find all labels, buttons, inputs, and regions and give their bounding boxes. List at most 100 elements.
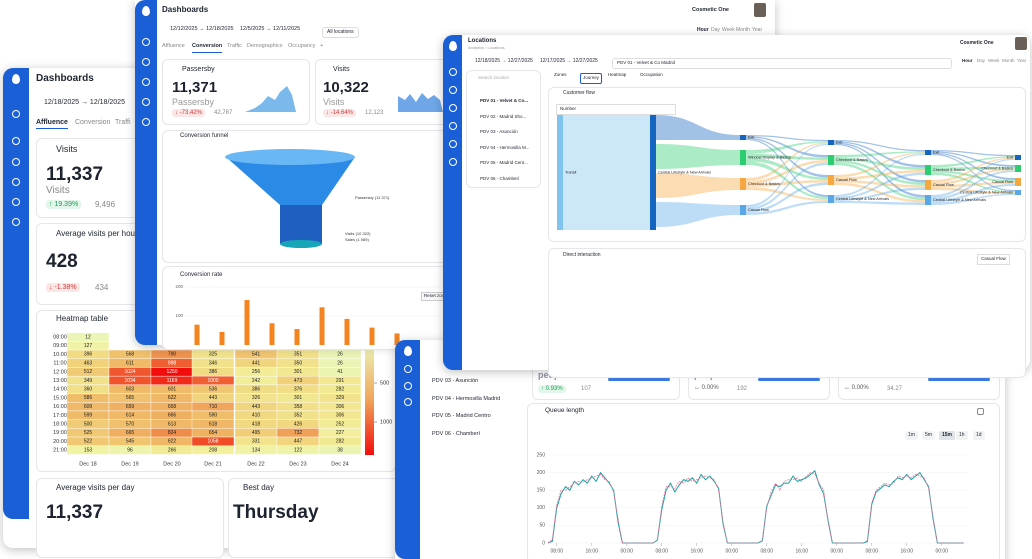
nav-icon[interactable] xyxy=(142,38,150,46)
interval-button[interactable]: 1d xyxy=(973,431,985,440)
card xyxy=(548,87,1026,242)
location-item[interactable]: PDV 02 - Madrid Sho... xyxy=(480,113,527,119)
tab[interactable]: Zones xyxy=(554,72,567,77)
metric-select[interactable]: Number xyxy=(556,104,676,115)
previous: 9,496 xyxy=(95,200,116,209)
tab[interactable]: Conversion xyxy=(75,119,111,126)
filter-select[interactable]: Casual Flow xyxy=(977,254,1010,265)
tab[interactable]: Affluence xyxy=(36,119,68,129)
previous: 107 xyxy=(581,386,592,392)
card-title: Passersby xyxy=(182,66,215,73)
interval-button[interactable]: 1h xyxy=(956,431,968,440)
sidebar xyxy=(443,35,462,370)
nav-icon[interactable] xyxy=(448,122,457,130)
period[interactable]: Day xyxy=(977,58,986,63)
interval-button[interactable]: 5m xyxy=(922,431,935,440)
period[interactable]: Hour xyxy=(697,27,709,33)
location-item[interactable]: PDV 04 - Hermosilla Madrid xyxy=(432,395,501,402)
location-item[interactable]: PDV 05 - Madrid Cent... xyxy=(480,160,528,165)
search[interactable]: Search location xyxy=(478,75,510,80)
progress xyxy=(608,378,670,381)
period[interactable]: Year xyxy=(1017,58,1027,63)
tab[interactable]: + xyxy=(320,43,324,49)
account[interactable]: Cosmetic One xyxy=(692,7,729,13)
nav-icon[interactable] xyxy=(12,218,20,226)
logo xyxy=(448,41,457,51)
nav-icon[interactable] xyxy=(142,98,150,106)
nav-icon[interactable] xyxy=(403,365,412,373)
location-item[interactable]: PDV 06 - Chamberí xyxy=(480,175,520,181)
card xyxy=(162,130,447,263)
nav-icon[interactable] xyxy=(448,140,457,148)
location-item[interactable]: PDV 03 - Asunción xyxy=(480,129,518,134)
card-title: Conversion funnel xyxy=(180,133,229,139)
card-title: Heatmap table xyxy=(56,314,109,323)
card-title: Average visits per day xyxy=(56,483,135,492)
change: ↑ 0.93% xyxy=(538,385,566,393)
card xyxy=(527,403,1000,559)
nav-icon[interactable] xyxy=(448,68,457,76)
card-title: Visits xyxy=(333,66,350,73)
location-item[interactable]: PDV 05 - Madrid Centro xyxy=(432,413,491,419)
card-value: 11,337 xyxy=(46,502,104,523)
tab[interactable]: Occupancy xyxy=(288,43,316,49)
location-item[interactable]: PDV 01 - Velvet & Co... xyxy=(480,98,529,103)
tab[interactable]: Affluence xyxy=(162,43,185,49)
avatar xyxy=(754,3,766,17)
card-value: 10,322 xyxy=(323,79,369,96)
settings-icon[interactable] xyxy=(977,408,984,415)
title: Locations xyxy=(468,38,497,44)
tab[interactable]: Demographics xyxy=(247,43,283,49)
nav-icon[interactable] xyxy=(403,382,412,390)
date-range: 12/12/2025 → 12/18/2025 xyxy=(170,26,234,32)
nav-icon[interactable] xyxy=(448,104,457,112)
logo xyxy=(142,6,150,16)
card-label: Visits xyxy=(323,97,345,107)
location-filter[interactable]: PDV 01 - Velvet & Co Madrid xyxy=(612,58,952,69)
nav-icon[interactable] xyxy=(448,86,457,94)
period[interactable]: Week xyxy=(988,58,1000,63)
tab[interactable]: Journey xyxy=(580,73,603,84)
card-value: Thursday xyxy=(233,502,319,523)
nav-icon[interactable] xyxy=(142,58,150,66)
interval-button[interactable]: 15m xyxy=(939,431,956,440)
nav-icon[interactable] xyxy=(12,198,20,206)
card-value: 428 xyxy=(46,251,78,272)
card-title: Visits xyxy=(56,144,78,154)
location-item[interactable]: PDV 04 - Hermosilla M... xyxy=(480,144,530,150)
location-item[interactable]: PDV 03 - Asunción xyxy=(432,378,479,384)
period[interactable]: Hour xyxy=(962,58,973,63)
title: Dashboards xyxy=(36,73,94,84)
nav-icon[interactable] xyxy=(12,178,20,186)
change: ↔ 0.00% xyxy=(694,385,719,391)
tab[interactable]: Heatmap xyxy=(608,72,627,77)
change: ↑ 19.39% xyxy=(46,200,82,209)
period[interactable]: Day xyxy=(711,27,720,33)
nav-icon[interactable] xyxy=(142,78,150,86)
logo xyxy=(403,346,412,356)
location-filter[interactable]: All locations xyxy=(322,27,359,38)
card xyxy=(548,248,1026,378)
account[interactable]: Cosmetic One xyxy=(960,40,994,46)
interval-button[interactable]: 1m xyxy=(905,431,918,440)
nav-icon[interactable] xyxy=(142,118,150,126)
tab[interactable]: Traffi xyxy=(115,119,131,126)
period[interactable]: Month xyxy=(736,27,750,33)
nav-icon[interactable] xyxy=(403,398,412,406)
period[interactable]: Month xyxy=(1002,58,1015,63)
period[interactable]: Week xyxy=(722,27,735,33)
sidebar xyxy=(3,68,29,519)
tab[interactable]: Traffic xyxy=(227,43,242,49)
tab[interactable]: Occupation xyxy=(640,72,663,77)
breadcrumb: Analytics › Locations xyxy=(468,45,505,50)
nav-icon[interactable] xyxy=(12,137,20,145)
period[interactable]: Year xyxy=(752,27,763,33)
tab[interactable]: Conversion xyxy=(192,43,223,53)
location-item[interactable]: PDV 06 - Chamberí xyxy=(432,430,480,437)
nav-icon[interactable] xyxy=(12,110,20,118)
previous: 12,123 xyxy=(365,110,384,116)
sidebar xyxy=(395,340,420,559)
nav-icon[interactable] xyxy=(12,158,20,166)
nav-icon[interactable] xyxy=(448,158,457,166)
